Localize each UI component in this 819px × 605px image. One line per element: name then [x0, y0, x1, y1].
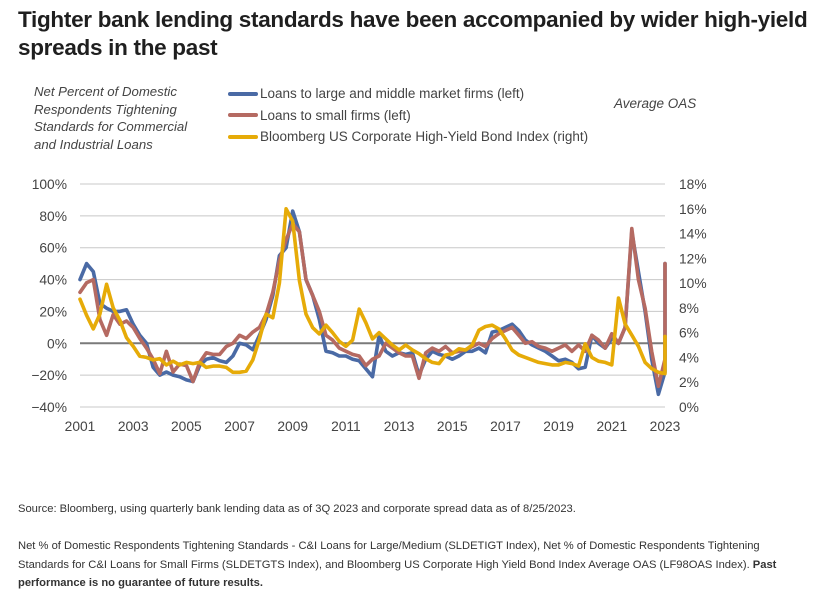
y-tick-label: 60%: [39, 241, 67, 256]
y-tick-label: 0%: [47, 336, 67, 351]
y-tick-label: 80%: [39, 209, 67, 224]
y2-tick-label: 0%: [679, 400, 699, 415]
series-line-small-firms: [78, 221, 667, 389]
footnote: Net % of Domestic Respondents Tightening…: [18, 537, 798, 593]
y2-tick-label: 6%: [679, 326, 699, 341]
x-tick-label: 2021: [596, 419, 627, 434]
legend-label: Loans to large and middle market firms (…: [260, 86, 525, 102]
legend-item-large-firms: Loans to large and middle market firms (…: [228, 83, 588, 105]
y-tick-label: 40%: [39, 273, 67, 288]
legend-swatch-small-firms: [228, 113, 258, 118]
disclaimer: Past performance is no guarantee of futu…: [18, 558, 777, 590]
y2-tick-label: 2%: [679, 375, 699, 390]
y-tick-label: 20%: [39, 304, 67, 319]
x-tick-label: 2013: [384, 419, 415, 434]
left-axis-title: Net Percent of Domestic Respondents Tigh…: [34, 84, 188, 152]
x-axis-ticks: 2001 2003 2005 2007 2009 2011 2013 2015 2017 2019…: [65, 419, 681, 434]
legend-label: Bloomberg US Corporate High-Yield Bond I…: [260, 129, 589, 145]
footnote-text: Net % of Domestic Respondents Tightening…: [18, 540, 760, 571]
legend-swatch-large-firms: [228, 91, 258, 96]
y2-tick-label: 16%: [679, 202, 707, 217]
y2-tick-label: 8%: [679, 301, 699, 316]
legend-swatch-high-yield: [228, 134, 258, 139]
x-tick-label: 2009: [277, 419, 308, 434]
line-chart: 100%80%60%40%20%0%−20%−40% 18%16%14%12%1…: [31, 177, 707, 434]
legend-item-high-yield: Bloomberg US Corporate High-Yield Bond I…: [228, 126, 588, 148]
source-note: Source: Bloomberg, using quarterly bank …: [18, 503, 576, 515]
y-tick-label: −20%: [31, 368, 67, 383]
legend-label: Loans to small firms (left): [260, 107, 411, 123]
legend: Loans to large and middle market firms (…: [228, 83, 588, 148]
right-axis-title: Average OAS: [614, 96, 697, 111]
chart-title: Tighter bank lending standards have been…: [18, 7, 808, 60]
y-tick-label: 100%: [32, 177, 67, 192]
series-lines: [78, 206, 667, 397]
y2-tick-label: 10%: [679, 276, 707, 291]
x-tick-label: 2007: [224, 419, 255, 434]
right-axis-ticks: 18% 16% 14% 12% 10% 8% 6% 4% 2% 0%: [679, 177, 707, 415]
x-tick-label: 2001: [65, 419, 96, 434]
x-tick-label: 2003: [118, 419, 149, 434]
legend-item-small-firms: Loans to small firms (left): [228, 105, 588, 127]
y2-tick-label: 4%: [679, 350, 699, 365]
y2-tick-label: 12%: [679, 251, 707, 266]
x-tick-label: 2005: [171, 419, 202, 434]
x-tick-label: 2011: [331, 419, 361, 434]
y2-tick-label: 14%: [679, 227, 707, 242]
series-line-high-yield: [78, 206, 667, 376]
x-tick-label: 2015: [437, 419, 468, 434]
y2-tick-label: 18%: [679, 177, 707, 192]
y-tick-label: −40%: [31, 400, 67, 415]
x-tick-label: 2017: [490, 419, 521, 434]
x-tick-label: 2019: [543, 419, 574, 434]
x-tick-label: 2023: [650, 419, 681, 434]
left-axis-ticks: 100% 80% 60% 40% 20% 0% −20% −40%: [31, 177, 67, 415]
